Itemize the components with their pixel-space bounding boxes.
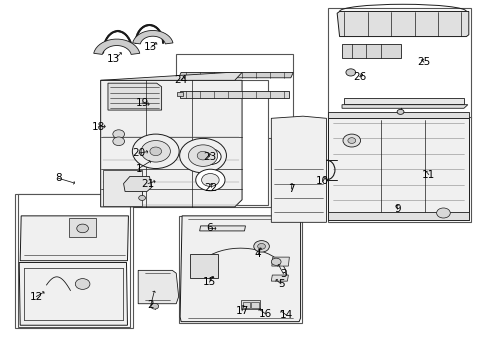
Text: 9: 9 bbox=[393, 204, 400, 215]
Circle shape bbox=[151, 303, 158, 309]
Circle shape bbox=[113, 137, 124, 145]
Bar bbox=[176, 54, 293, 138]
Circle shape bbox=[199, 149, 221, 165]
Circle shape bbox=[132, 134, 179, 168]
Bar bbox=[242, 302, 249, 308]
Polygon shape bbox=[341, 105, 467, 108]
Polygon shape bbox=[344, 98, 463, 104]
Circle shape bbox=[150, 147, 161, 156]
Bar bbox=[15, 194, 133, 328]
Circle shape bbox=[179, 138, 226, 173]
Circle shape bbox=[77, 224, 88, 233]
Text: 3: 3 bbox=[280, 269, 286, 279]
Circle shape bbox=[347, 138, 355, 143]
Bar bbox=[102, 80, 271, 207]
Text: 11: 11 bbox=[421, 170, 434, 180]
Text: 24: 24 bbox=[174, 75, 187, 85]
Circle shape bbox=[139, 195, 145, 201]
Polygon shape bbox=[341, 44, 400, 58]
Polygon shape bbox=[19, 262, 127, 325]
Circle shape bbox=[201, 174, 219, 186]
Text: 8: 8 bbox=[55, 173, 61, 183]
Text: 15: 15 bbox=[203, 277, 216, 287]
Text: 12: 12 bbox=[30, 292, 43, 302]
Text: 20: 20 bbox=[132, 148, 145, 158]
Text: 21: 21 bbox=[141, 179, 154, 189]
Polygon shape bbox=[123, 176, 152, 192]
Polygon shape bbox=[101, 80, 242, 207]
Polygon shape bbox=[104, 80, 267, 205]
Bar bbox=[177, 92, 183, 96]
Circle shape bbox=[197, 151, 208, 160]
Polygon shape bbox=[180, 216, 300, 321]
Circle shape bbox=[345, 69, 355, 76]
Polygon shape bbox=[180, 91, 289, 98]
Polygon shape bbox=[94, 39, 140, 54]
Bar bbox=[251, 302, 258, 308]
Text: 6: 6 bbox=[205, 224, 212, 233]
Polygon shape bbox=[328, 112, 468, 118]
Polygon shape bbox=[178, 72, 293, 78]
Polygon shape bbox=[271, 116, 326, 222]
Polygon shape bbox=[271, 257, 289, 266]
Circle shape bbox=[253, 240, 269, 252]
Text: 13: 13 bbox=[107, 54, 120, 64]
Polygon shape bbox=[20, 216, 128, 261]
Bar bbox=[328, 117, 470, 222]
Circle shape bbox=[195, 169, 224, 191]
Polygon shape bbox=[336, 12, 468, 37]
Polygon shape bbox=[132, 31, 173, 44]
Circle shape bbox=[257, 243, 265, 249]
Circle shape bbox=[75, 279, 90, 289]
Text: 22: 22 bbox=[204, 183, 218, 193]
Text: 1: 1 bbox=[135, 163, 142, 174]
Text: 17: 17 bbox=[235, 306, 248, 316]
Circle shape bbox=[342, 134, 360, 147]
Polygon shape bbox=[189, 253, 217, 278]
Text: 19: 19 bbox=[135, 98, 148, 108]
Circle shape bbox=[141, 140, 170, 162]
Polygon shape bbox=[138, 270, 178, 304]
Text: 26: 26 bbox=[352, 72, 366, 82]
Polygon shape bbox=[271, 275, 288, 281]
Polygon shape bbox=[69, 218, 96, 237]
Text: 5: 5 bbox=[277, 279, 284, 289]
Circle shape bbox=[113, 130, 124, 138]
Polygon shape bbox=[328, 212, 468, 220]
Text: 7: 7 bbox=[287, 184, 294, 194]
Text: 10: 10 bbox=[315, 176, 328, 186]
Circle shape bbox=[396, 109, 403, 114]
Text: 4: 4 bbox=[254, 249, 261, 259]
Polygon shape bbox=[108, 83, 161, 110]
Bar bbox=[178, 216, 302, 323]
Polygon shape bbox=[328, 118, 468, 220]
Circle shape bbox=[436, 208, 449, 218]
Polygon shape bbox=[240, 300, 260, 309]
Polygon shape bbox=[101, 72, 242, 80]
Polygon shape bbox=[103, 170, 142, 206]
Text: 23: 23 bbox=[203, 152, 216, 162]
Text: 13: 13 bbox=[144, 42, 157, 52]
Text: 16: 16 bbox=[258, 309, 271, 319]
Polygon shape bbox=[199, 226, 245, 231]
Text: 25: 25 bbox=[416, 57, 430, 67]
Polygon shape bbox=[18, 194, 130, 327]
Text: 2: 2 bbox=[147, 300, 154, 310]
Circle shape bbox=[188, 145, 217, 166]
Text: 18: 18 bbox=[91, 122, 104, 132]
Text: 14: 14 bbox=[279, 310, 292, 320]
Circle shape bbox=[271, 258, 281, 265]
Bar bbox=[328, 8, 470, 118]
